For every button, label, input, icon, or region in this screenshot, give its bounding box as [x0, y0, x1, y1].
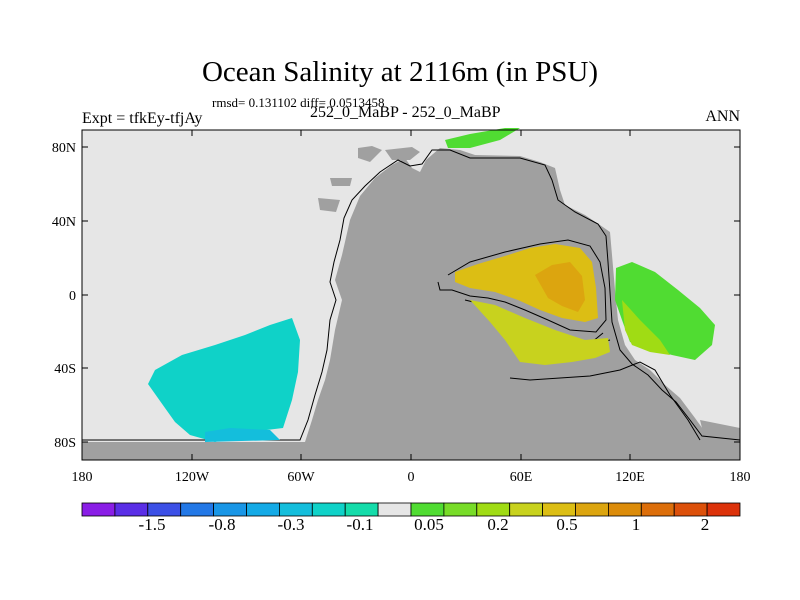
colorbar-label: -0.8: [209, 515, 236, 534]
salinity-negative-region-deep: [205, 428, 280, 442]
lon-tick-label: 180: [730, 470, 751, 485]
salinity-negative-region: [148, 318, 300, 442]
lat-tick-label: 40N: [52, 215, 76, 230]
colorbar-swatch: [443, 502, 478, 517]
lat-tick-label: 0: [69, 289, 76, 304]
colorbar-label: 1: [632, 515, 641, 534]
lon-tick-label: 60W: [287, 470, 315, 485]
colorbar-label: -1.5: [139, 515, 166, 534]
colorbar-label: -0.3: [278, 515, 305, 534]
lon-tick-label: 0: [408, 470, 415, 485]
colorbar-swatch: [509, 502, 544, 517]
colorbar: [81, 502, 741, 517]
salinity-positive-region-orange: [535, 262, 585, 312]
stats-text: rmsd= 0.131102 diff= 0.0513458: [212, 95, 385, 110]
axis-ticks: [81, 130, 741, 460]
lon-tick-label: 120E: [615, 470, 645, 485]
map-title: Ocean Salinity at 2116m (in PSU): [201, 56, 599, 88]
salinity-positive-region-arctic: [445, 128, 520, 148]
lat-tick-label: 80S: [54, 436, 76, 451]
lat-tick-label: 40S: [54, 362, 76, 377]
salinity-positive-region-yellowgreen: [470, 300, 610, 365]
lon-tick-label: 60E: [510, 470, 533, 485]
colorbar-swatch: [246, 502, 280, 517]
colorbar-swatch: [575, 502, 609, 517]
salinity-positive-region-lightgreen: [622, 300, 670, 355]
colorbar-swatch: [706, 502, 741, 517]
colorbar-swatch: [377, 502, 412, 517]
season-label: ANN: [705, 108, 740, 125]
colorbar-label: 2: [701, 515, 710, 534]
lon-tick-label: 180: [72, 470, 93, 485]
salinity-field: [148, 128, 715, 442]
case-label: 252_0_MaBP - 252_0_MaBP: [310, 104, 501, 121]
lat-tick-label: 80N: [52, 141, 76, 156]
lon-tick-label: 120W: [175, 470, 210, 485]
experiment-label: Expt = tfkEy-tfjAy: [82, 110, 203, 127]
colorbar-swatch: [81, 502, 116, 517]
colorbar-swatch: [311, 502, 346, 517]
colorbar-label: 0.05: [414, 515, 444, 534]
colorbar-label: 0.2: [487, 515, 508, 534]
colorbar-label: -0.1: [347, 515, 374, 534]
colorbar-label: 0.5: [556, 515, 577, 534]
colorbar-swatch: [640, 502, 675, 517]
